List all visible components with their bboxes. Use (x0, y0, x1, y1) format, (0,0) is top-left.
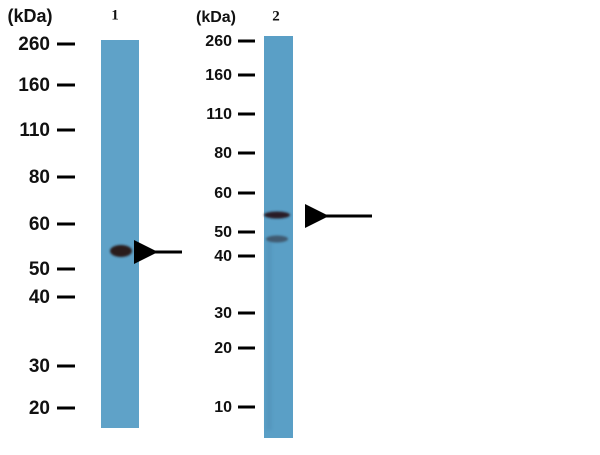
unit-label: (kDa) (7, 6, 52, 26)
marker-label: 30 (214, 305, 232, 322)
band (264, 211, 290, 219)
marker-label: 40 (214, 248, 232, 265)
marker-label: 60 (214, 185, 232, 202)
marker-label: 50 (29, 259, 50, 280)
marker-label: 80 (214, 145, 232, 162)
marker-label: 110 (206, 106, 232, 123)
unit-label: (kDa) (196, 9, 236, 26)
marker-label: 160 (18, 75, 50, 96)
marker-label: 30 (29, 356, 50, 377)
marker-label: 20 (214, 340, 232, 357)
marker-label: 20 (29, 398, 50, 419)
band (266, 235, 288, 243)
marker-label: 160 (205, 67, 232, 84)
marker-label: 110 (19, 120, 50, 141)
marker-label: 40 (29, 287, 50, 308)
marker-label: 80 (29, 167, 50, 188)
band (110, 245, 132, 257)
marker-label: 260 (18, 34, 50, 55)
marker-label: 60 (29, 214, 50, 235)
lane (101, 40, 139, 428)
marker-label: 10 (214, 399, 232, 416)
lane-label: 2 (272, 8, 280, 24)
smear (266, 240, 272, 430)
marker-label: 260 (205, 33, 232, 50)
lane-label: 1 (111, 7, 119, 23)
marker-label: 50 (214, 224, 232, 241)
